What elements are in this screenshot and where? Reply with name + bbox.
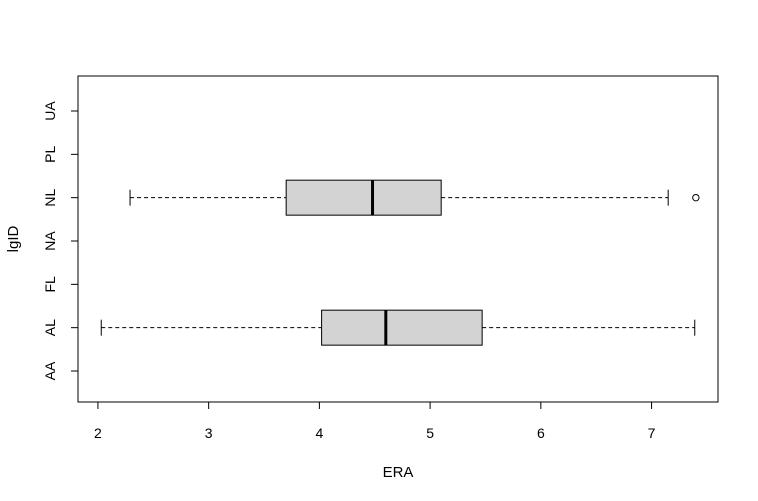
x-tick-label: 5 xyxy=(426,425,434,441)
x-tick-label: 3 xyxy=(205,425,213,441)
x-tick-label: 6 xyxy=(537,425,545,441)
boxplots xyxy=(101,180,699,345)
y-axis: AA AL FL NA NL PL UA xyxy=(42,101,78,381)
y-tick-label: NL xyxy=(42,189,58,207)
box-iqr xyxy=(322,310,483,345)
y-tick-label: UA xyxy=(42,101,58,121)
x-axis-title: ERA xyxy=(383,464,414,481)
box-iqr xyxy=(286,180,441,215)
boxplot-al xyxy=(101,310,694,345)
x-tick-label: 7 xyxy=(648,425,656,441)
x-tick-label: 2 xyxy=(94,425,102,441)
plot-frame xyxy=(78,76,718,402)
y-tick-label: AA xyxy=(42,361,58,380)
x-tick-label: 4 xyxy=(315,425,323,441)
x-axis: 2 3 4 5 6 7 xyxy=(94,402,656,441)
outlier-point xyxy=(693,194,699,200)
y-tick-label: AL xyxy=(42,319,58,336)
y-tick-label: PL xyxy=(42,146,58,163)
boxplot-nl xyxy=(130,180,699,215)
y-tick-label: NA xyxy=(42,231,58,251)
y-tick-label: FL xyxy=(42,276,58,293)
y-axis-title: lgID xyxy=(5,226,22,253)
